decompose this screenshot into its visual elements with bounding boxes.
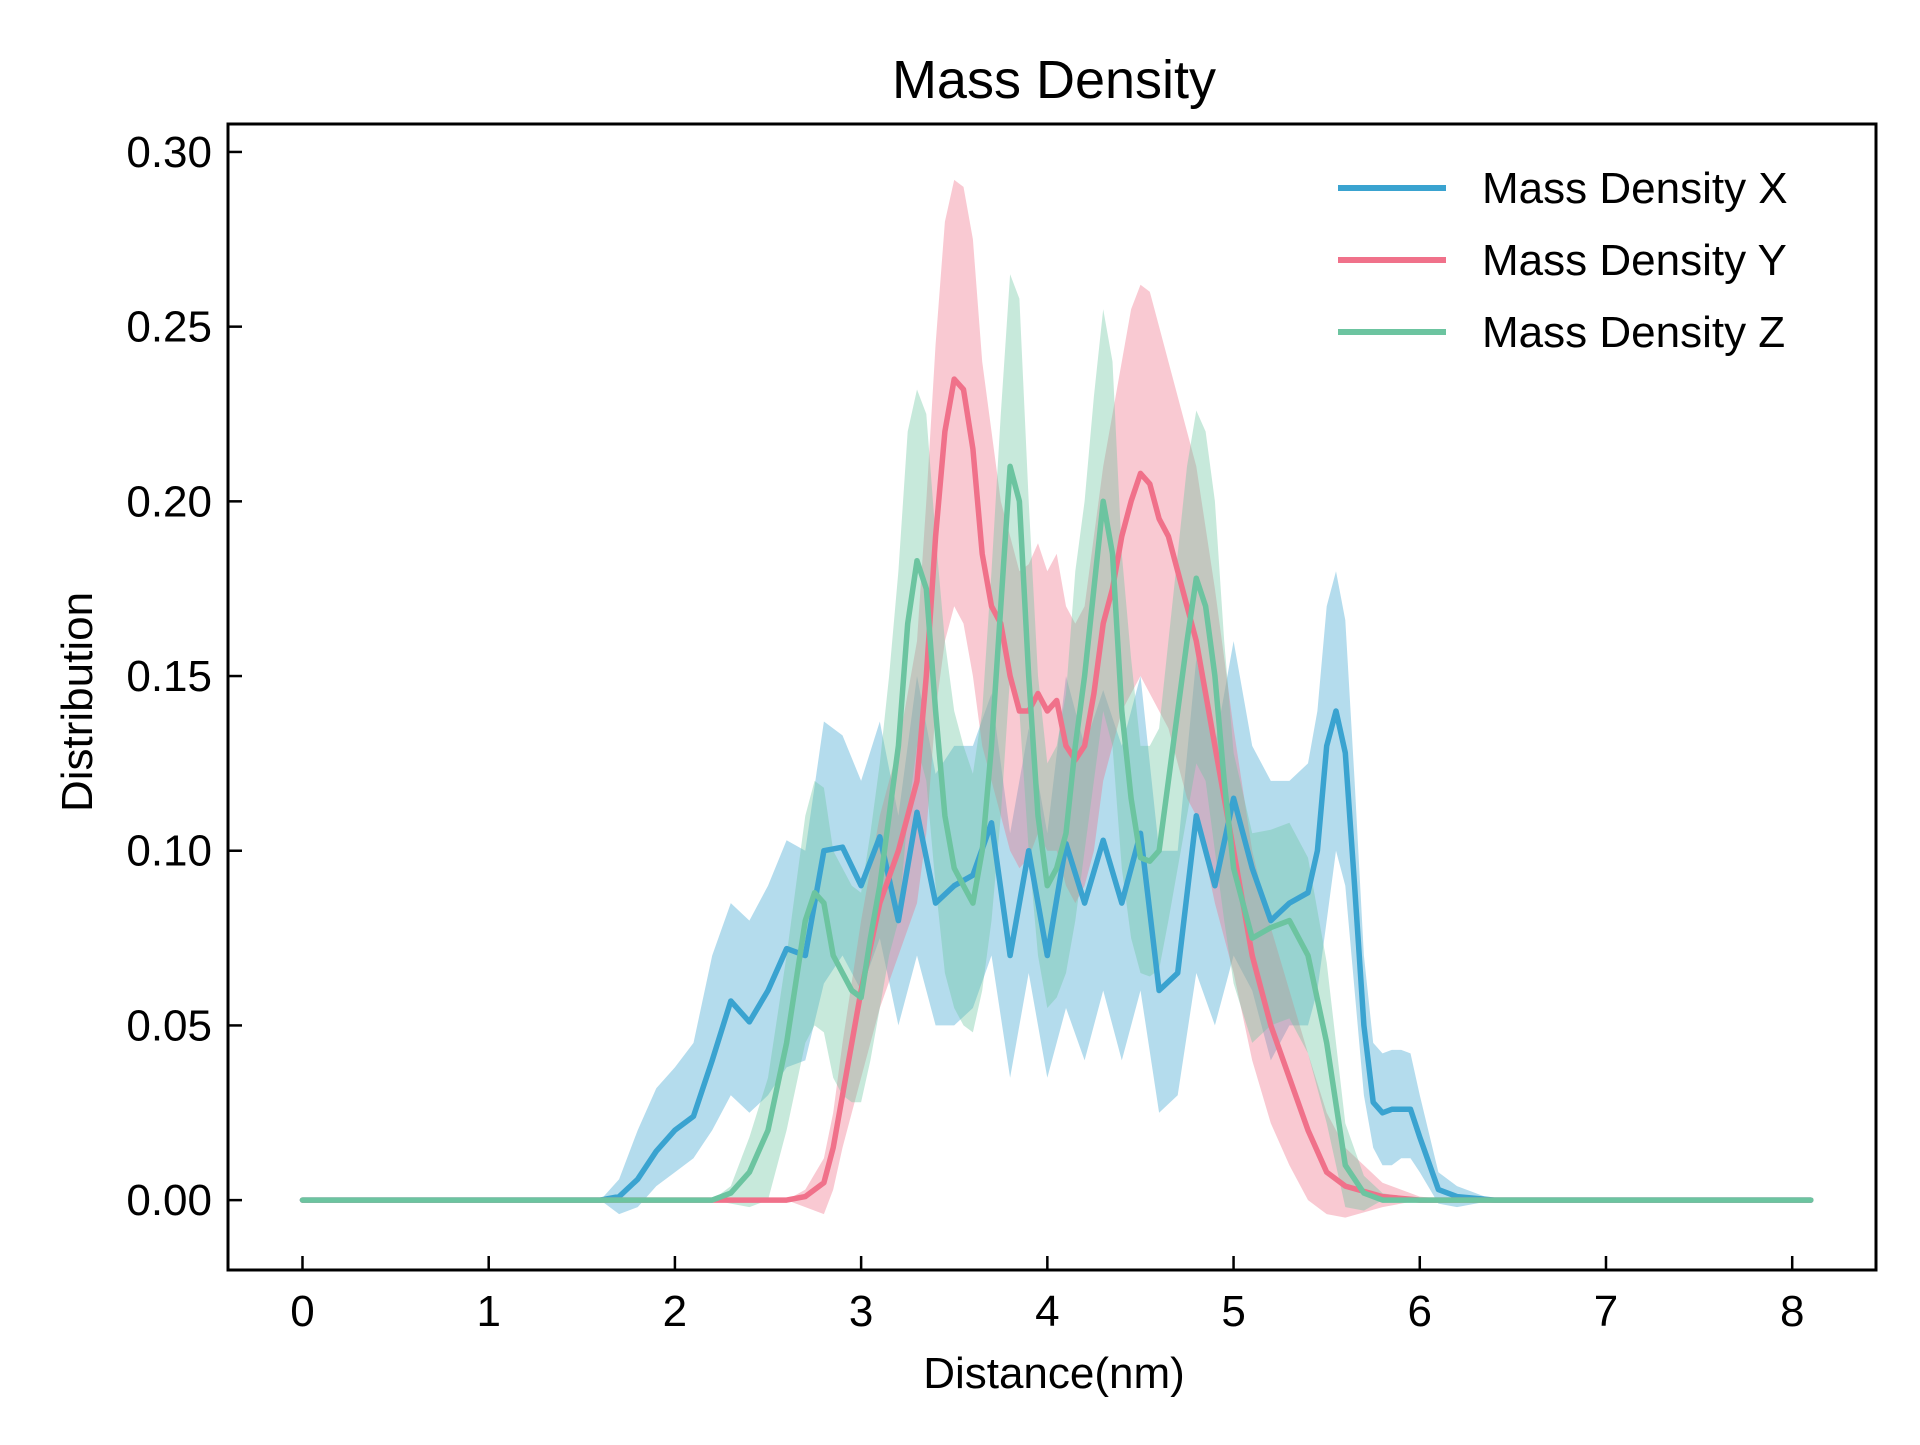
series-line-2: [299, 376, 1814, 1203]
x-tick-label: 2: [663, 1287, 687, 1336]
y-tick-label: 0.00: [126, 1176, 212, 1225]
y-tick-label: 0.15: [126, 652, 212, 701]
series-line-3: [299, 463, 1814, 1203]
x-tick-label: 4: [1035, 1287, 1059, 1336]
chart-title: Mass Density: [892, 50, 1216, 110]
y-tick-label: 0.20: [126, 477, 212, 526]
series-line-1: [299, 708, 1814, 1203]
x-tick-label: 3: [849, 1287, 873, 1336]
legend-label-2: Mass Density Y: [1482, 236, 1787, 285]
axes: 0 1 2 3 4 5 6 7 8 0.00 0.05 0.10 0.15 0.20 0.25 0.30: [126, 122, 1878, 1336]
y-tick-label: 0.05: [126, 1001, 212, 1050]
y-axis-label: Distribution: [53, 592, 102, 812]
legend-label-3: Mass Density Z: [1482, 308, 1785, 357]
x-tick-label: 0: [290, 1287, 314, 1336]
x-tick-label: 1: [476, 1287, 500, 1336]
x-tick-label: 7: [1594, 1287, 1618, 1336]
legend-label-1: Mass Density X: [1482, 164, 1788, 213]
y-tick-label: 0.10: [126, 827, 212, 876]
y-tick-label: 0.25: [126, 303, 212, 352]
y-tick-label: 0.30: [126, 128, 212, 177]
x-axis-label: Distance(nm): [923, 1349, 1185, 1398]
plot-frame: [226, 122, 1878, 1272]
x-tick-label: 5: [1221, 1287, 1245, 1336]
plot-area: [299, 179, 1814, 1218]
x-tick-label: 8: [1780, 1287, 1804, 1336]
legend: Mass Density X Mass Density Y Mass Density…: [1338, 164, 1788, 357]
x-tick-label: 6: [1408, 1287, 1432, 1336]
